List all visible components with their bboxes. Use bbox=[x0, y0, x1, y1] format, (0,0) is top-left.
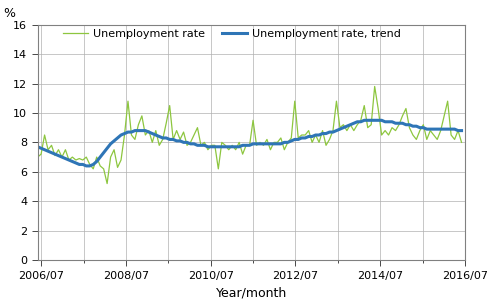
Unemployment rate bbox=[59, 155, 65, 159]
Unemployment rate bbox=[104, 182, 110, 185]
Unemployment rate, trend bbox=[386, 120, 392, 124]
Unemployment rate, trend bbox=[59, 155, 65, 159]
Line: Unemployment rate, trend: Unemployment rate, trend bbox=[38, 120, 461, 166]
X-axis label: Year/month: Year/month bbox=[216, 286, 287, 299]
Unemployment rate bbox=[35, 155, 41, 159]
Unemployment rate, trend bbox=[83, 164, 89, 168]
Unemployment rate bbox=[222, 144, 228, 147]
Unemployment rate, trend bbox=[222, 145, 228, 149]
Unemployment rate bbox=[372, 85, 378, 88]
Unemployment rate bbox=[458, 140, 464, 144]
Unemployment rate, trend bbox=[35, 145, 41, 149]
Unemployment rate bbox=[76, 157, 82, 160]
Unemployment rate, trend bbox=[458, 129, 464, 132]
Unemployment rate, trend bbox=[160, 136, 166, 140]
Text: %: % bbox=[3, 7, 15, 20]
Unemployment rate, trend bbox=[361, 118, 367, 122]
Line: Unemployment rate: Unemployment rate bbox=[38, 87, 461, 184]
Unemployment rate bbox=[386, 133, 392, 137]
Unemployment rate bbox=[83, 155, 89, 159]
Unemployment rate, trend bbox=[76, 162, 82, 166]
Unemployment rate, trend bbox=[87, 164, 93, 168]
Unemployment rate bbox=[160, 138, 166, 141]
Legend: Unemployment rate, Unemployment rate, trend: Unemployment rate, Unemployment rate, tr… bbox=[59, 25, 405, 43]
